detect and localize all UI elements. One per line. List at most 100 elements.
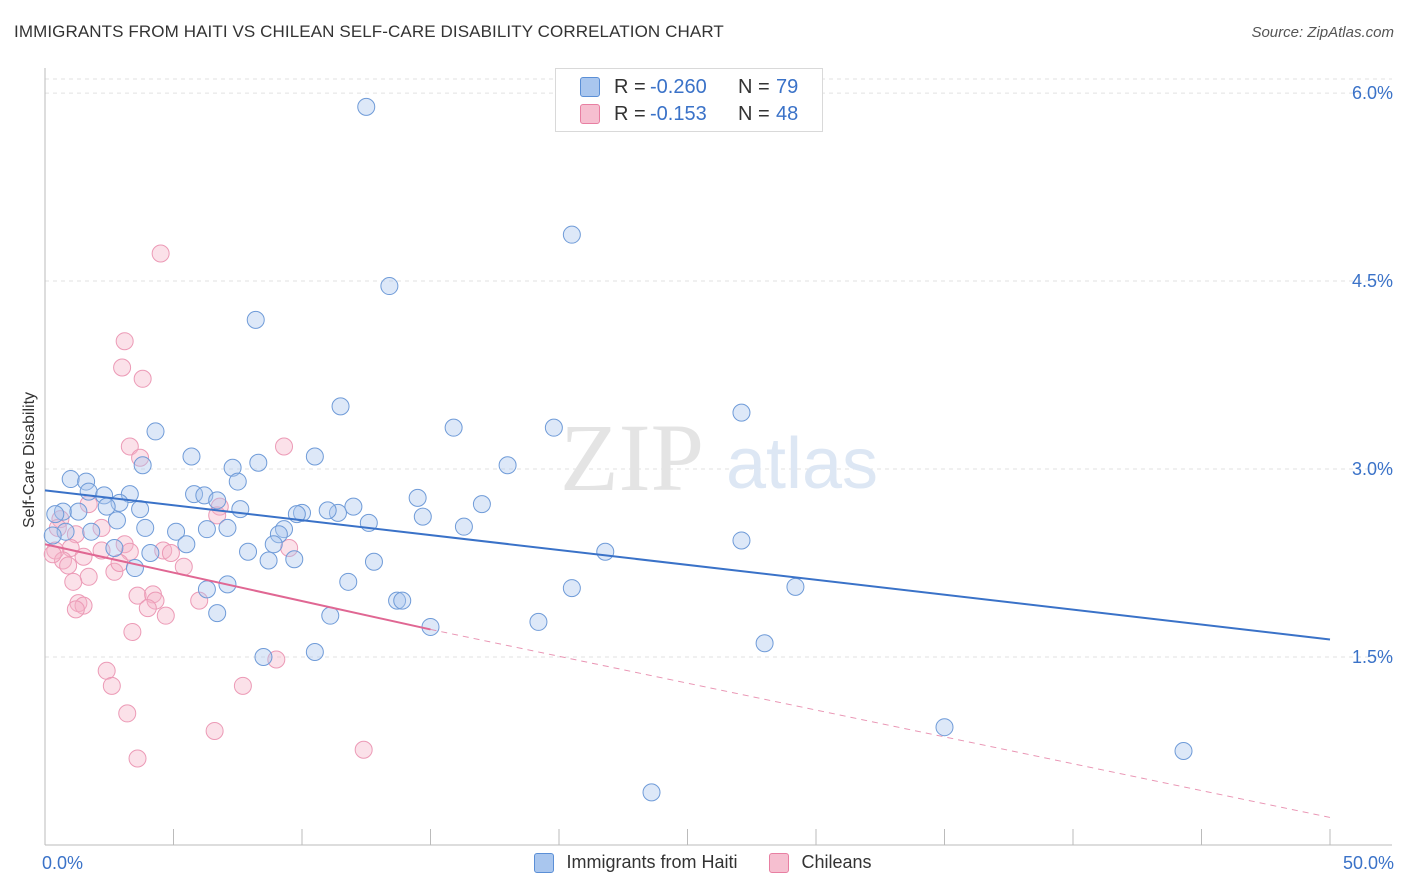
trend-line-chileans [44, 543, 431, 631]
legend-n-value: 79 [776, 75, 799, 98]
data-point-haiti [544, 418, 563, 437]
data-point-chileans [133, 369, 152, 388]
legend-n-label: N = [738, 75, 770, 98]
legend-label-haiti: Immigrants from Haiti [566, 852, 738, 872]
data-point-haiti [249, 453, 268, 472]
data-point-chileans [92, 518, 111, 537]
x-max-label: 50.0% [1342, 853, 1394, 873]
data-point-haiti [305, 447, 324, 466]
data-point-haiti [69, 502, 88, 521]
watermark-atlas: atlas [726, 424, 878, 504]
stats-legend: R = -0.260 N = 79 R = -0.153 N = 48 [555, 68, 823, 132]
data-point-haiti [264, 535, 283, 554]
data-point-haiti [498, 456, 517, 475]
legend-row-chileans: R = -0.153 N = 48 [580, 101, 798, 127]
data-point-chileans [128, 749, 147, 768]
data-point-haiti [935, 718, 954, 737]
data-point-haiti [208, 491, 227, 510]
legend-swatch-haiti [580, 77, 600, 97]
data-point-haiti [408, 488, 427, 507]
legend-r-label: R = [614, 102, 646, 125]
data-point-haiti [444, 418, 463, 437]
data-point-chileans [102, 676, 121, 695]
data-point-haiti [393, 591, 412, 610]
legend-label-chileans: Chileans [801, 852, 872, 872]
data-point-haiti [596, 542, 615, 561]
series-legend: Immigrants from Haiti Chileans [0, 852, 1406, 873]
data-point-haiti [285, 550, 304, 569]
legend-swatch-haiti [534, 852, 555, 873]
data-point-chileans [233, 676, 252, 695]
legend-r-value: -0.153 [650, 102, 707, 125]
data-point-haiti [305, 643, 324, 662]
data-point-haiti [269, 525, 288, 544]
data-point-haiti [182, 447, 201, 466]
data-point-haiti [43, 526, 62, 545]
data-point-haiti [562, 225, 581, 244]
data-point-haiti [755, 634, 774, 653]
y-tick-labels: 1.5% 3.0% 4.5% 6.0% [1352, 83, 1393, 667]
data-point-haiti [339, 572, 358, 591]
data-point-chileans [131, 448, 150, 467]
legend-r-value: -0.260 [650, 75, 707, 98]
source-label: Source: ZipAtlas.com [1251, 24, 1394, 41]
data-point-chileans [146, 591, 165, 610]
y-tick-label: 6.0% [1352, 83, 1393, 103]
data-point-chileans [275, 437, 294, 456]
data-point-haiti [79, 482, 98, 501]
legend-swatch-chileans [769, 852, 790, 873]
data-point-haiti [223, 458, 242, 477]
data-point-chileans [354, 740, 373, 759]
data-point-haiti [388, 591, 407, 610]
data-point-chileans [151, 244, 170, 263]
data-point-chileans [64, 572, 83, 591]
data-point-chileans [53, 551, 72, 570]
data-point-haiti [218, 518, 237, 537]
data-point-haiti [732, 531, 751, 550]
data-point-haiti [259, 551, 278, 570]
data-point-haiti [421, 617, 440, 636]
data-point-haiti [177, 535, 196, 554]
series-chileans-points [43, 244, 373, 768]
data-point-haiti [562, 579, 581, 598]
data-point-haiti [197, 580, 216, 599]
data-point-haiti [364, 552, 383, 571]
data-point-haiti [732, 403, 751, 422]
data-point-chileans [97, 661, 116, 680]
chart-title: IMMIGRANTS FROM HAITI VS CHILEAN SELF-CA… [14, 22, 724, 41]
data-point-chileans [123, 622, 142, 641]
axes [44, 68, 1392, 846]
data-point-chileans [138, 599, 157, 618]
data-point-haiti [246, 310, 265, 329]
data-point-chileans [161, 543, 180, 562]
watermark-zip: ZIP [560, 404, 704, 511]
watermark: ZIP atlas [560, 404, 878, 511]
data-point-chileans [120, 542, 139, 561]
data-point-chileans [113, 358, 132, 377]
data-point-haiti [105, 538, 124, 557]
data-point-chileans [66, 600, 85, 619]
legend-n-label: N = [738, 102, 770, 125]
data-point-chileans [59, 556, 78, 575]
data-point-haiti [344, 497, 363, 516]
data-point-haiti [46, 505, 65, 524]
data-point-haiti [231, 500, 250, 519]
legend-n-value: 48 [776, 102, 799, 125]
data-point-haiti [254, 648, 273, 667]
data-point-haiti [82, 522, 101, 541]
data-point-haiti [1174, 742, 1193, 761]
data-point-haiti [228, 472, 247, 491]
data-point-haiti [167, 522, 186, 541]
data-point-chileans [120, 437, 139, 456]
data-point-chileans [280, 538, 299, 557]
grid-lines [45, 78, 1392, 658]
data-point-haiti [328, 503, 347, 522]
data-point-haiti [318, 501, 337, 520]
legend-swatch-chileans [580, 104, 600, 124]
data-point-haiti [454, 517, 473, 536]
trend-line-haiti [44, 489, 1331, 641]
data-point-haiti [239, 542, 258, 561]
legend-item-chileans[interactable]: Chileans [769, 852, 872, 873]
legend-item-haiti[interactable]: Immigrants from Haiti [534, 852, 737, 873]
data-point-haiti [321, 606, 340, 625]
